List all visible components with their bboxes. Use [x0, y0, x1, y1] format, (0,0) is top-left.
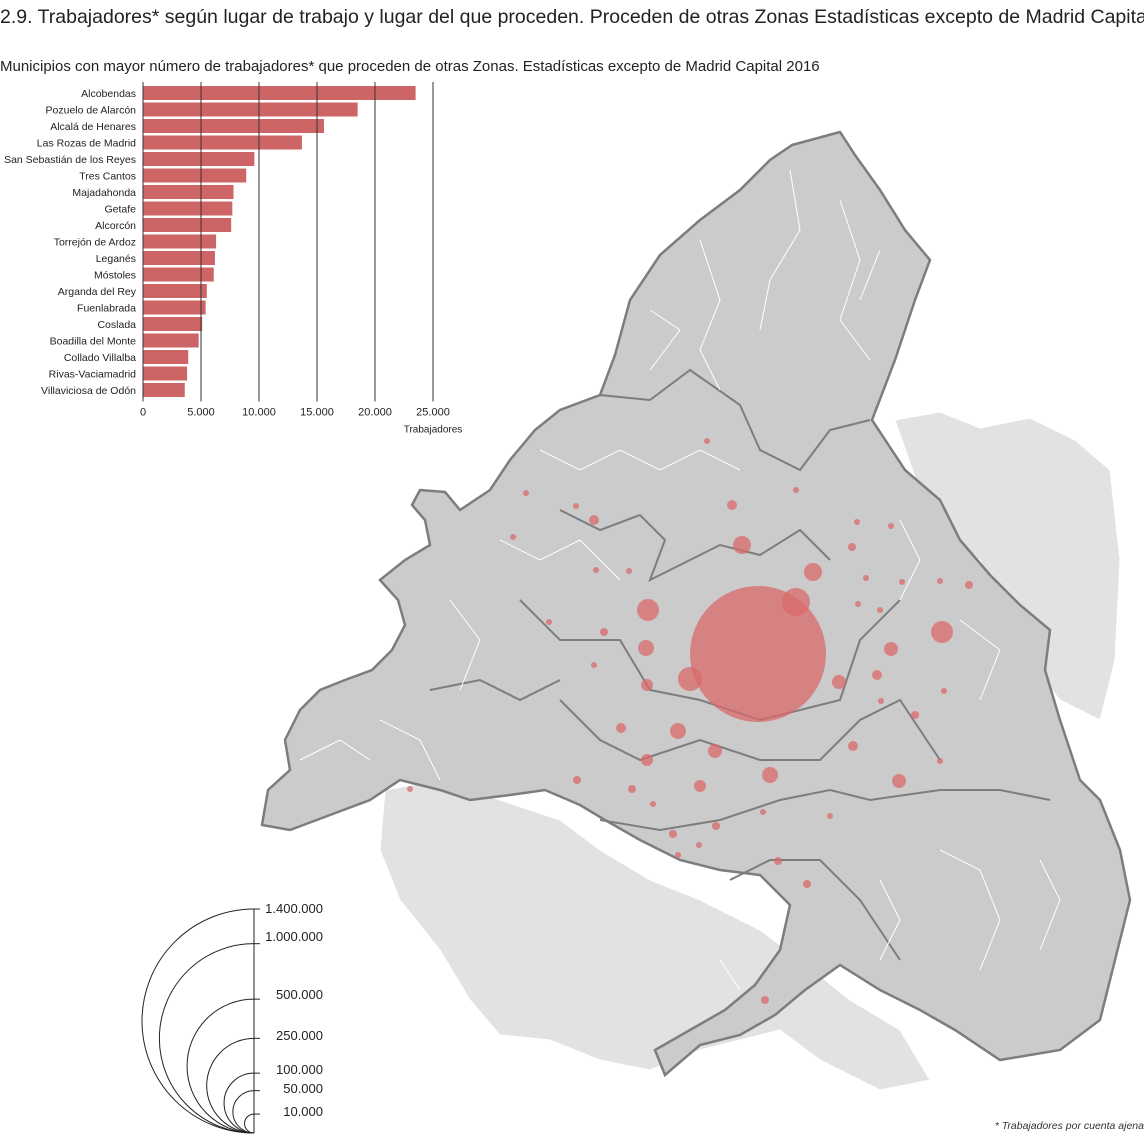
category-label: Collado Villalba	[64, 352, 136, 364]
chart-subtitle: Municipios con mayor número de trabajado…	[0, 58, 820, 75]
outside-region	[379, 411, 1121, 1091]
x-tick-label: 15.000	[300, 407, 334, 419]
legend-label: 50.000	[283, 1081, 323, 1096]
x-tick-label: 20.000	[358, 407, 392, 419]
x-tick-label: 0	[140, 407, 146, 419]
legend-circle	[186, 998, 255, 1134]
legend-label: 250.000	[276, 1028, 323, 1043]
bar-17	[143, 366, 188, 381]
bar-5	[143, 168, 247, 183]
legend-label: 1.000.000	[265, 929, 323, 944]
legend-label: 10.000	[283, 1104, 323, 1119]
legend-circle	[223, 1072, 255, 1134]
category-label: Alcorcón	[95, 220, 136, 232]
bar-4	[143, 152, 255, 166]
legend-label: 1.400.000	[265, 901, 323, 916]
category-label: Villaviciosa de Odón	[41, 385, 136, 397]
x-tick-label: 10.000	[242, 407, 276, 419]
category-label: Tres Cantos	[79, 171, 136, 183]
bar-11	[143, 267, 214, 282]
bar-8	[143, 218, 232, 232]
bar-9	[143, 234, 217, 249]
legend-label: 500.000	[276, 987, 323, 1002]
category-label: Fuenlabrada	[77, 303, 136, 315]
bar-3	[143, 135, 302, 150]
footnote: * Trabajadores por cuenta ajena	[994, 1120, 1144, 1132]
zone-borders	[429, 368, 1051, 961]
worker-bubbles	[407, 438, 973, 1004]
bar-14	[143, 317, 203, 331]
bar-12	[143, 284, 207, 298]
legend-circle	[244, 1113, 255, 1134]
x-tick-label: 25.000	[416, 407, 450, 419]
category-label: Getafe	[104, 204, 136, 216]
municipal-borders	[299, 169, 1061, 991]
x-axis-label: Trabajadores	[404, 425, 463, 436]
bar-6	[143, 185, 234, 199]
bar-15	[143, 333, 199, 348]
madrid-region	[260, 130, 1132, 1078]
category-label: Alcalá de Henares	[50, 121, 136, 133]
legend-circle	[232, 1090, 255, 1134]
bar-0	[143, 86, 416, 100]
category-label: Boadilla del Monte	[50, 336, 137, 348]
page-title: 2.9. Trabajadores* según lugar de trabaj…	[0, 6, 1144, 28]
bar-18	[143, 383, 185, 397]
category-label: San Sebastián de los Reyes	[4, 154, 136, 166]
category-label: Arganda del Rey	[58, 286, 137, 298]
legend-circle	[141, 908, 255, 1134]
size-legend: 1.400.000 1.000.000 500.000 250.000 100.000 5…	[141, 901, 323, 1134]
category-label: Las Rozas de Madrid	[37, 138, 136, 150]
category-label: Móstoles	[94, 270, 136, 282]
bar-2	[143, 119, 324, 133]
category-label: Pozuelo de Alarcón	[46, 105, 137, 117]
bar-chart: Alcobendas Pozuelo de Alarcón Alcalá de He…	[4, 82, 463, 436]
bar-7	[143, 201, 233, 216]
bar-1	[143, 102, 358, 117]
category-label: Majadahonda	[72, 187, 136, 199]
legend-label: 100.000	[276, 1062, 323, 1077]
legend-circle	[158, 943, 255, 1134]
category-label: Coslada	[97, 319, 136, 331]
category-label: Leganés	[96, 253, 136, 265]
x-tick-label: 5.000	[187, 407, 215, 419]
category-label: Torrejón de Ardoz	[54, 237, 136, 249]
category-label: Alcobendas	[81, 88, 136, 100]
bar-13	[143, 300, 206, 315]
bar-10	[143, 251, 215, 265]
legend-circle	[206, 1037, 255, 1134]
bar-16	[143, 350, 189, 364]
category-label: Rivas-Vaciamadrid	[49, 369, 136, 381]
